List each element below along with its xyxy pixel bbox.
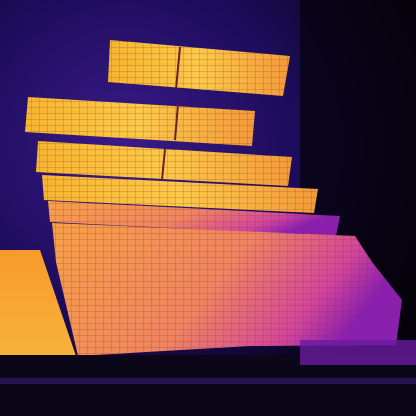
panel-gap [174,103,179,141]
cell-grid [108,40,290,96]
cell-grid [25,40,402,356]
cell-grid [48,201,340,236]
ground-line [0,378,416,384]
panel-gap [161,148,166,181]
cell-grid [25,97,255,146]
ground-strip [0,355,416,416]
warm-strip [300,340,416,365]
cell-grid [42,175,318,213]
panel-gap [175,46,181,90]
cell-grid [52,223,402,356]
panel-block [0,250,76,360]
